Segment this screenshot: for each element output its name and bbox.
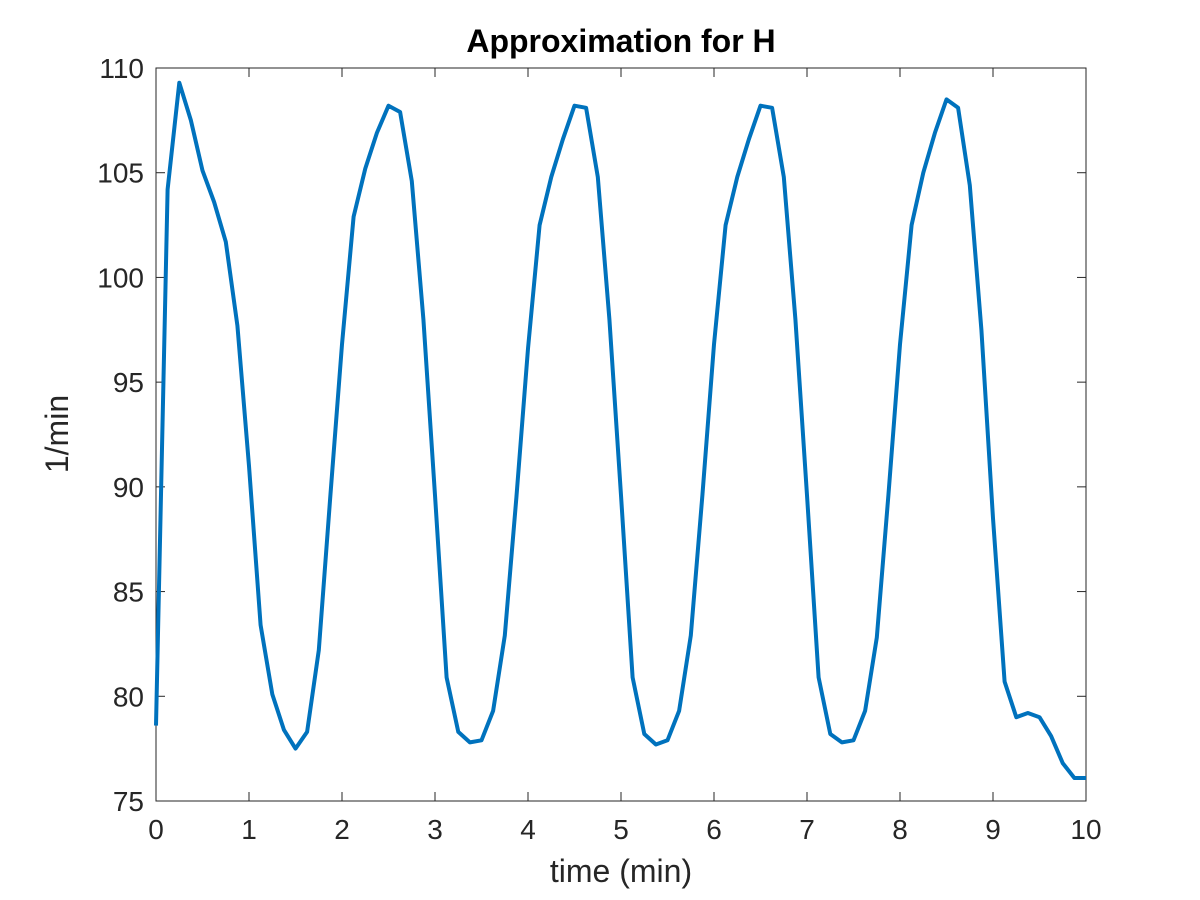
y-tick-label: 90 (113, 472, 144, 503)
x-tick-labels: 0 1 2 3 4 5 6 7 8 9 10 (148, 814, 1101, 845)
x-tick-label: 2 (334, 814, 350, 845)
x-tick-label: 4 (520, 814, 536, 845)
y-tick-labels: 75 80 85 90 95 100 105 110 (97, 53, 144, 817)
y-tick-label: 110 (99, 53, 144, 84)
y-tick-label: 80 (113, 681, 144, 712)
y-tick-label: 85 (113, 577, 144, 608)
y-tick-label: 105 (97, 158, 144, 189)
x-tick-label: 10 (1070, 814, 1101, 845)
x-axis-label: time (min) (550, 853, 692, 889)
plot-area (155, 67, 1087, 802)
x-tick-label: 5 (613, 814, 629, 845)
x-tick-label: 0 (148, 814, 164, 845)
y-tick-label: 75 (113, 786, 144, 817)
x-tick-label: 6 (706, 814, 722, 845)
x-tick-label: 8 (892, 814, 908, 845)
y-axis-label: 1/min (39, 395, 75, 473)
x-tick-label: 1 (241, 814, 257, 845)
y-tick-label: 100 (97, 262, 144, 293)
chart-title: Approximation for H (466, 23, 775, 59)
series-layer (154, 80, 1087, 780)
y-tick-label: 95 (113, 367, 144, 398)
tick-marks (155, 67, 1087, 802)
x-tick-label: 7 (799, 814, 815, 845)
x-tick-label: 9 (985, 814, 1001, 845)
x-tick-label: 3 (427, 814, 443, 845)
